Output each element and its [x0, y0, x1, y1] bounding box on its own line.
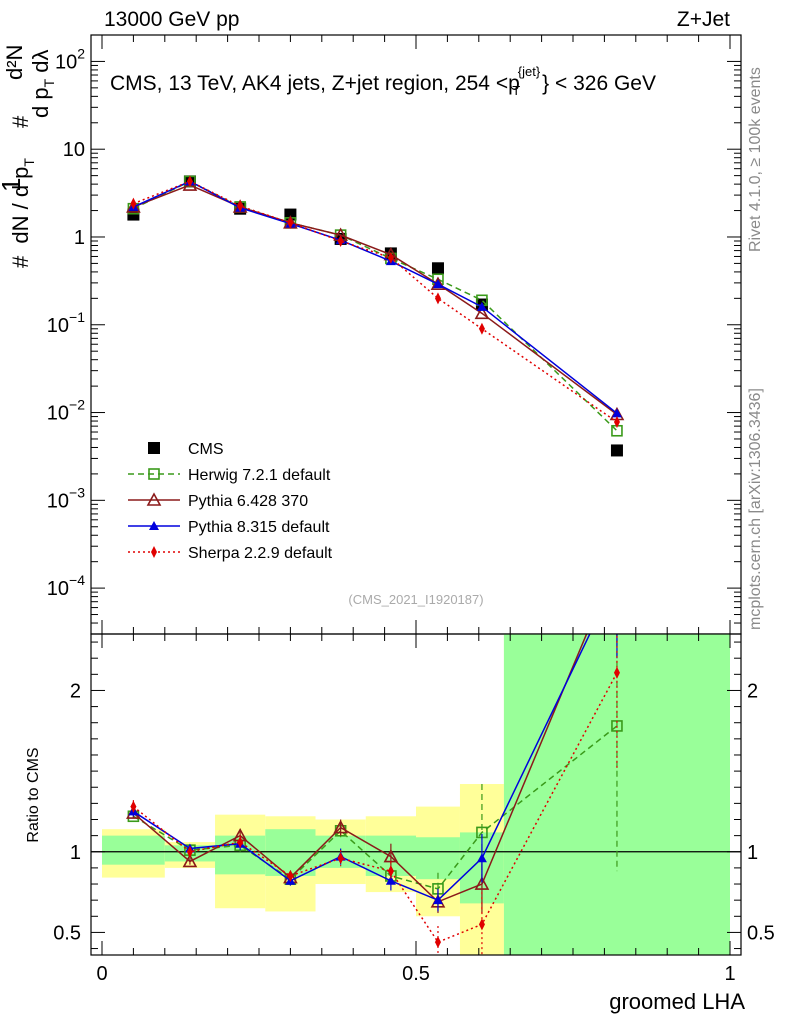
header-energy: 13000 GeV pp: [104, 8, 239, 31]
ratio-data-point: [434, 936, 441, 949]
ratio-ytick-label-left: 1: [70, 842, 81, 864]
main-series-line: [133, 180, 618, 432]
main-data-point: [476, 301, 487, 311]
legend-label: CMS: [188, 441, 224, 458]
ratio-series-group: [126, 555, 623, 955]
main-data-point: [611, 408, 622, 418]
legend-marker: [149, 521, 159, 530]
main-ylabel-right: #: [8, 115, 33, 128]
legend-label: Pythia 6.428 370: [188, 493, 308, 510]
ratio-ylabel: Ratio to CMS: [25, 747, 42, 842]
main-ylabel-numerator: 1: [0, 178, 26, 192]
main-ytick-label: 10−2: [47, 397, 85, 425]
ratio-data-point: [611, 555, 623, 566]
ratio-data-point: [476, 853, 487, 863]
legend-marker: [148, 442, 160, 454]
main-data-point: [130, 197, 137, 210]
legend-marker: [151, 546, 157, 558]
main-data-point: [387, 251, 394, 264]
xaxis-label: groomed LHA: [609, 989, 745, 1014]
main-ytick-label: 10−1: [47, 309, 85, 337]
main-series-line: [133, 180, 618, 423]
main-ytick-label: 10−3: [47, 484, 85, 512]
main-ylabel: # dN / d pT 1 # d pT dλ d²N: [0, 45, 57, 268]
legend-label: Herwig 7.2.1 default: [188, 467, 331, 484]
ratio-series-line: [132, 672, 618, 944]
analysis-tag: (CMS_2021_I1920187): [348, 592, 483, 607]
legend-entry: Pythia 8.315 default: [128, 519, 330, 536]
header-process: Z+Jet: [677, 8, 730, 31]
ratio-data-point: [337, 852, 344, 865]
main-data-point: [430, 276, 446, 290]
legend-marker: [148, 468, 160, 480]
xtick-label: 1: [724, 963, 735, 985]
main-data-point: [478, 322, 485, 335]
main-series-group: [126, 175, 625, 457]
ratio-data-point: [612, 573, 622, 582]
rivet-version-label: Rivet 4.1.0, ≥ 100k events: [747, 67, 764, 252]
ratio-data-point: [387, 865, 394, 878]
main-ytick-label: 10: [63, 139, 85, 161]
ratio-data-point: [432, 895, 443, 905]
main-ytick-label: 102: [55, 45, 85, 73]
main-data-point: [237, 200, 244, 213]
main-ylabel-top: d²N: [2, 45, 27, 80]
xtick-label: 0.5: [402, 963, 430, 985]
main-data-point: [610, 444, 623, 457]
main-title: CMS, 13 TeV, AK4 jets, Z+jet region, 254…: [110, 64, 656, 98]
main-series-line: [133, 184, 618, 416]
ratio-data-point: [474, 876, 490, 890]
xtick-label: 0: [96, 963, 107, 985]
legend-entry: Pythia 6.428 370: [128, 492, 308, 510]
main-ytick-label: 1: [74, 227, 85, 249]
ratio-data-point: [613, 666, 620, 679]
main-series-line: [133, 180, 618, 414]
ratio-data-point: [237, 836, 244, 849]
ratio-band-stat: [416, 837, 460, 880]
ratio-data-point: [333, 819, 348, 834]
main-data-point: [431, 262, 444, 275]
main-ylabel-text: # dN / d pT: [8, 158, 37, 268]
main-data-point: [337, 235, 344, 248]
main-data-point: [287, 216, 294, 229]
main-panel: 10−4 10−3 10−2 10−1 1 10 102: [47, 34, 742, 635]
legend-entry: Herwig 7.2.1 default: [128, 467, 331, 484]
ratio-ytick-label-left: 0.5: [53, 922, 81, 944]
ratio-band-stat: [265, 829, 316, 876]
main-data-point: [127, 208, 140, 221]
main-data-point: [126, 199, 141, 213]
ratio-data-point: [182, 853, 198, 868]
legend-marker: [146, 492, 162, 506]
legend: CMS Herwig 7.2.1 default Pythia 6.428 370 P…: [128, 441, 333, 562]
ratio-ytick-label-left: 2: [70, 680, 81, 702]
main-data-point: [432, 279, 443, 289]
ratio-ytick-label-right: 0.5: [747, 922, 775, 944]
main-ytick-label: 10−4: [47, 572, 85, 600]
ratio-ytick-label-right: 1: [747, 842, 758, 864]
ratio-ytick-label-right: 2: [747, 680, 758, 702]
ratio-band-stat: [102, 835, 165, 865]
ratio-data-point: [130, 800, 137, 813]
main-data-point: [434, 292, 441, 305]
legend-entry: CMS: [148, 441, 224, 458]
main-data-point: [474, 305, 490, 320]
main-data-point: [613, 416, 620, 429]
ratio-series-line: [133, 725, 618, 890]
main-data-point: [186, 175, 193, 188]
ratio-data-point: [186, 845, 193, 858]
legend-label: Pythia 8.315 default: [188, 519, 330, 536]
mcplots-label: mcplots.cern.ch [arXiv:1306.3436]: [747, 388, 764, 630]
legend-label: Sherpa 2.2.9 default: [188, 545, 333, 562]
ratio-panel: 0 0.5 1 0.5 0.5 1 1 2 2: [53, 555, 775, 985]
main-ylabel-d2n: d pT dλ: [28, 49, 57, 118]
ratio-data-point: [478, 918, 485, 931]
legend-entry: Sherpa 2.2.9 default: [128, 545, 333, 562]
ratio-data-point: [385, 875, 396, 885]
ratio-data-point: [287, 869, 294, 882]
